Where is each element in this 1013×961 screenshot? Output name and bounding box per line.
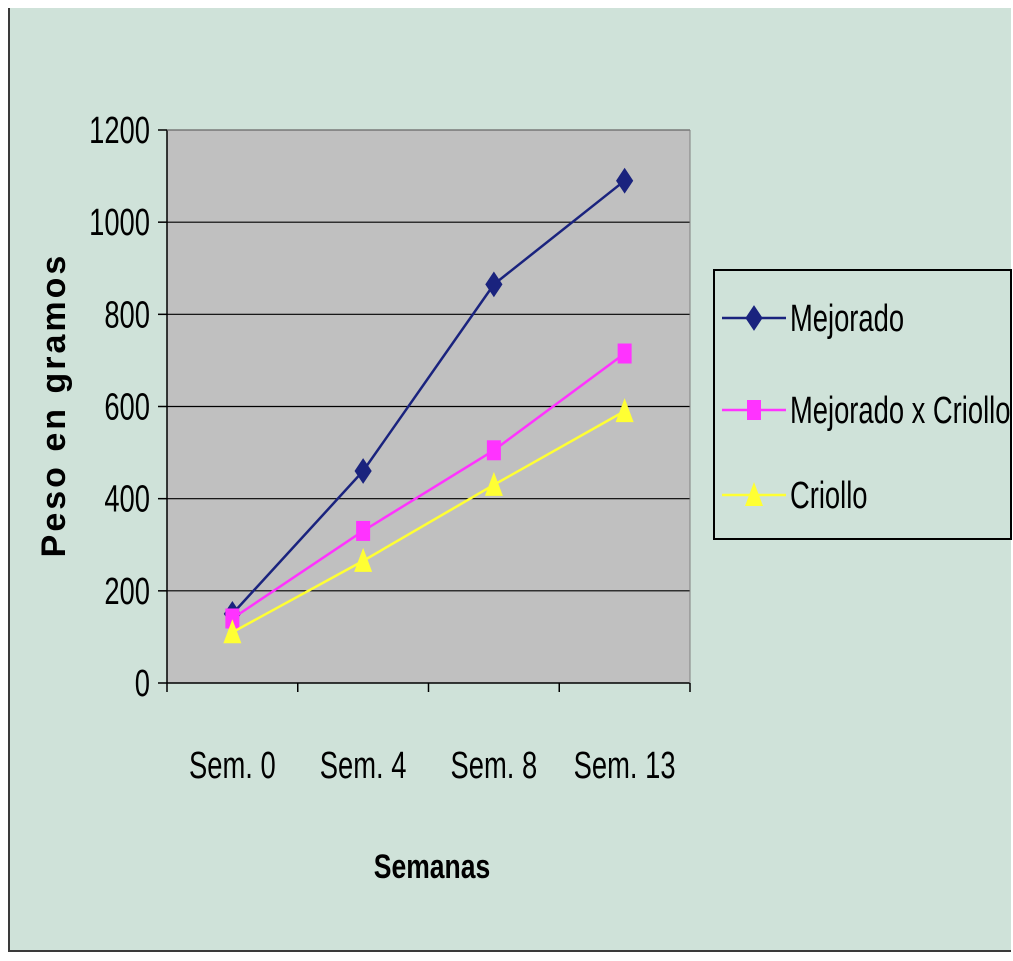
x-tick-labels: Sem. 0 Sem. 4 Sem. 8 Sem. 13 (189, 745, 676, 787)
legend-item: Mejorado (722, 298, 904, 340)
data-point (356, 520, 371, 541)
data-point (615, 398, 634, 423)
legend-label: Criollo (790, 475, 868, 517)
data-point (484, 471, 503, 496)
y-tick-label: 400 (104, 478, 150, 520)
series-line (231, 179, 626, 615)
x-tick-label: Sem. 8 (451, 745, 538, 787)
data-point (354, 547, 373, 572)
series-line (231, 352, 626, 620)
x-tick-label: Sem. 4 (320, 745, 407, 787)
y-tick-label: 200 (104, 571, 150, 613)
y-tick-label: 800 (104, 294, 150, 336)
series-3 (223, 398, 634, 644)
data-point (616, 167, 634, 194)
legend-item: Mejorado x Criollo (722, 390, 1010, 432)
y-tick-labels: 0 200 400 600 800 1000 1200 (89, 110, 150, 705)
series-2 (225, 343, 632, 629)
legend: Mejorado Mejorado x Criollo Criollo (713, 269, 1012, 540)
series-line (231, 410, 626, 634)
data-point (225, 608, 240, 629)
data-point (354, 458, 372, 484)
x-axis-title: Semanas (374, 848, 490, 886)
x-tick-label: Sem. 0 (189, 745, 276, 787)
x-tick-label: Sem. 13 (574, 745, 676, 787)
y-tick-label: 0 (135, 663, 150, 705)
data-point (223, 619, 242, 644)
series-1 (223, 167, 634, 627)
data-point (486, 440, 501, 461)
legend-label: Mejorado (790, 298, 904, 340)
data-point (617, 343, 632, 364)
y-tick-label: 1000 (89, 202, 150, 244)
legend-item: Criollo (722, 475, 868, 517)
data-point (485, 271, 503, 298)
series-group (223, 167, 634, 644)
legend-marker (747, 400, 761, 420)
y-tick-label: 600 (104, 386, 150, 428)
legend-marker (745, 305, 763, 331)
y-tick-label: 1200 (89, 110, 150, 152)
legend-label: Mejorado x Criollo (790, 390, 1010, 432)
y-axis-title: Peso en gramos (35, 253, 73, 558)
axes (158, 129, 691, 692)
legend-marker (745, 482, 763, 506)
